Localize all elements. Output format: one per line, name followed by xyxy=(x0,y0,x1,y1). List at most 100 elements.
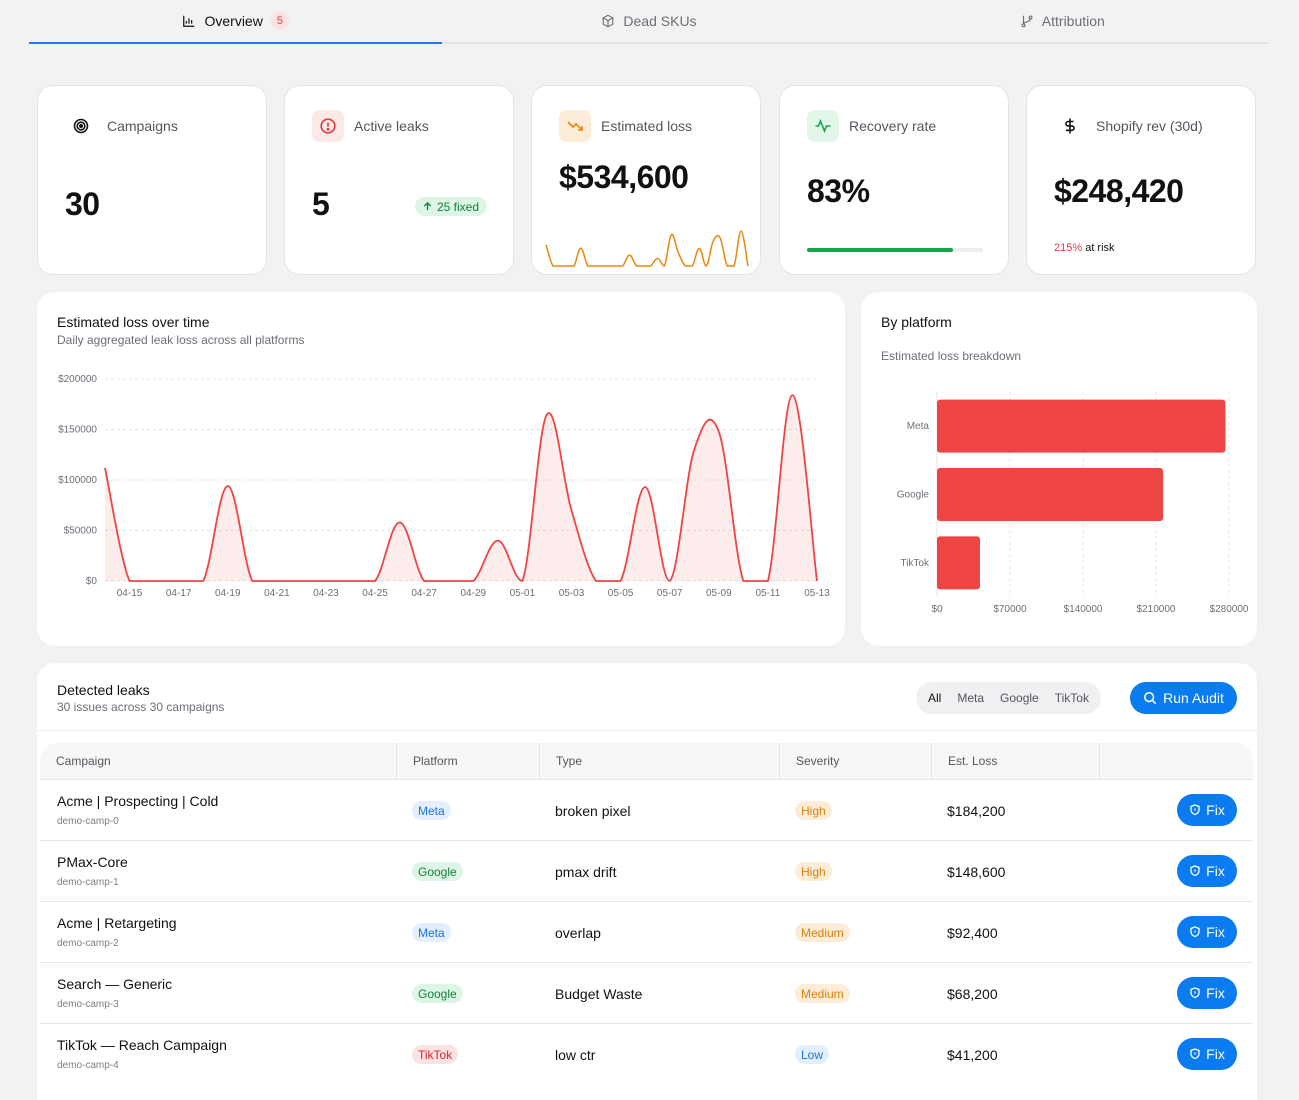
recovery-progress-fill xyxy=(807,248,954,252)
est-loss-cell: $148,600 xyxy=(947,863,1006,880)
platform-cell: Google xyxy=(412,963,463,1024)
x-tick-label: $70000 xyxy=(993,604,1027,615)
fix-label: Fix xyxy=(1206,802,1225,818)
git-branch-icon xyxy=(1021,15,1033,28)
kpi-card-campaigns: Campaigns 30 xyxy=(37,85,267,275)
fix-button[interactable]: Fix xyxy=(1177,1038,1237,1070)
fix-button[interactable]: Fix xyxy=(1177,977,1237,1009)
detected-leaks-panel: Detected leaks 30 issues across 30 campa… xyxy=(37,663,1257,1100)
fix-button[interactable]: Fix xyxy=(1177,794,1237,826)
campaign-cell: Acme | Retargeting demo-camp-2 xyxy=(40,902,397,963)
platform-cell: Meta xyxy=(412,902,451,963)
panel-subtitle: 30 issues across 30 campaigns xyxy=(57,700,225,714)
x-tick-label: 04-17 xyxy=(166,588,192,599)
platform-badge: Google xyxy=(412,862,463,881)
campaign-id: demo-camp-1 xyxy=(57,877,119,888)
table-row: TikTok — Reach Campaign demo-camp-4 TikT… xyxy=(40,1023,1253,1084)
loss-over-time-panel: Estimated loss over time Daily aggregate… xyxy=(37,292,845,646)
fix-label: Fix xyxy=(1206,924,1225,940)
category-label: Google xyxy=(897,490,930,501)
campaign-cell: PMax-Core demo-camp-1 xyxy=(40,841,397,902)
platform-cell: Google xyxy=(412,841,463,902)
y-tick-label: $0 xyxy=(86,576,98,587)
platform-bar xyxy=(937,399,1226,453)
kpi-label: Campaigns xyxy=(107,118,178,134)
x-tick-label: 04-23 xyxy=(313,588,339,599)
type-cell: pmax drift xyxy=(555,863,617,880)
arrow-up-icon xyxy=(423,202,432,211)
table-row: Search — Generic demo-camp-3 Google Budg… xyxy=(40,962,1253,1023)
campaign-name: PMax-Core xyxy=(57,854,128,870)
tab-overview[interactable]: Overview 5 xyxy=(29,0,443,44)
campaign-name: Acme | Prospecting | Cold xyxy=(57,793,219,809)
x-tick-label: 05-05 xyxy=(608,588,634,599)
fix-button[interactable]: Fix xyxy=(1177,916,1237,948)
type-cell: overlap xyxy=(555,924,601,941)
loss-sparkline xyxy=(545,230,749,267)
column-header-est-loss[interactable]: Est. Loss xyxy=(932,743,1100,779)
type-cell: broken pixel xyxy=(555,802,631,819)
run-audit-button[interactable]: Run Audit xyxy=(1130,682,1237,714)
kpi-value: 83% xyxy=(807,173,870,209)
x-tick-label: 05-03 xyxy=(559,588,585,599)
campaign-id: demo-camp-2 xyxy=(57,938,119,949)
platform-badge: TikTok xyxy=(412,1045,459,1064)
panel-title: Detected leaks xyxy=(57,682,150,698)
panel-title: Estimated loss over time xyxy=(57,314,210,330)
panel-title: By platform xyxy=(881,314,952,330)
x-tick-label: 05-09 xyxy=(706,588,732,599)
kpi-card-shopify-rev: Shopify rev (30d) $248,420 215% at risk xyxy=(1026,85,1256,275)
filter-all[interactable]: All xyxy=(920,686,950,710)
fix-label: Fix xyxy=(1206,1046,1225,1062)
column-header-type[interactable]: Type xyxy=(540,743,780,779)
column-header-platform[interactable]: Platform xyxy=(397,743,540,779)
panel-subtitle: Estimated loss breakdown xyxy=(881,349,1022,363)
fix-button[interactable]: Fix xyxy=(1177,855,1237,887)
est-loss-cell: $184,200 xyxy=(947,802,1006,819)
filter-google[interactable]: Google xyxy=(1000,691,1039,705)
kpi-value: 30 xyxy=(65,186,100,222)
tab-attribution[interactable]: Attribution xyxy=(856,0,1269,42)
divider xyxy=(37,730,1257,731)
fix-label: Fix xyxy=(1206,863,1225,879)
filter-tiktok[interactable]: TikTok xyxy=(1054,691,1089,705)
x-tick-label: $0 xyxy=(931,604,943,615)
severity-cell: Low xyxy=(795,1024,830,1085)
type-cell: Budget Waste xyxy=(555,985,643,1002)
x-tick-label: 05-01 xyxy=(510,588,536,599)
tab-dead-skus[interactable]: Dead SKUs xyxy=(442,0,855,42)
kpi-label: Recovery rate xyxy=(849,118,937,134)
kpi-label: Estimated loss xyxy=(601,118,693,134)
fixed-badge-label: 25 fixed xyxy=(437,199,480,214)
panel-subtitle: Daily aggregated leak loss across all pl… xyxy=(57,333,305,347)
risk-indicator: 215% at risk xyxy=(1054,242,1115,254)
tab-bar: Overview 5 Dead SKUs Attribution xyxy=(29,0,1269,44)
risk-percent: 215% xyxy=(1054,242,1083,254)
x-tick-label: 05-13 xyxy=(804,588,830,599)
table-row: Acme | Retargeting demo-camp-2 Meta over… xyxy=(40,901,1253,962)
package-icon xyxy=(603,14,614,28)
dollar-icon xyxy=(1054,110,1086,142)
severity-badge: Medium xyxy=(795,984,850,1003)
kpi-card-active-leaks: Active leaks 5 25 fixed xyxy=(284,85,514,275)
est-loss-cell: $92,400 xyxy=(947,924,998,941)
table-row: PMax-Core demo-camp-1 Google pmax drift … xyxy=(40,840,1253,901)
column-header-campaign[interactable]: Campaign xyxy=(40,743,397,779)
y-tick-label: $50000 xyxy=(64,526,98,537)
tab-overview-label: Overview xyxy=(204,13,263,29)
column-header-severity[interactable]: Severity xyxy=(780,743,932,779)
tab-attribution-label: Attribution xyxy=(1041,13,1105,29)
platform-cell: TikTok xyxy=(412,1024,459,1085)
run-audit-label: Run Audit xyxy=(1163,690,1224,706)
table-header: Campaign Platform Type Severity Est. Los… xyxy=(40,743,1253,779)
loss-area-fill xyxy=(105,395,817,581)
shield-icon xyxy=(1190,804,1200,816)
category-label: TikTok xyxy=(900,558,930,569)
category-label: Meta xyxy=(907,421,930,432)
filter-meta[interactable]: Meta xyxy=(957,691,985,705)
leaks-table: Campaign Platform Type Severity Est. Los… xyxy=(40,743,1253,1084)
platform-badge: Meta xyxy=(412,923,451,942)
kpi-card-estimated-loss: Estimated loss $534,600 xyxy=(531,85,761,275)
kpi-label: Active leaks xyxy=(354,118,429,134)
x-tick-label: 05-07 xyxy=(657,588,683,599)
